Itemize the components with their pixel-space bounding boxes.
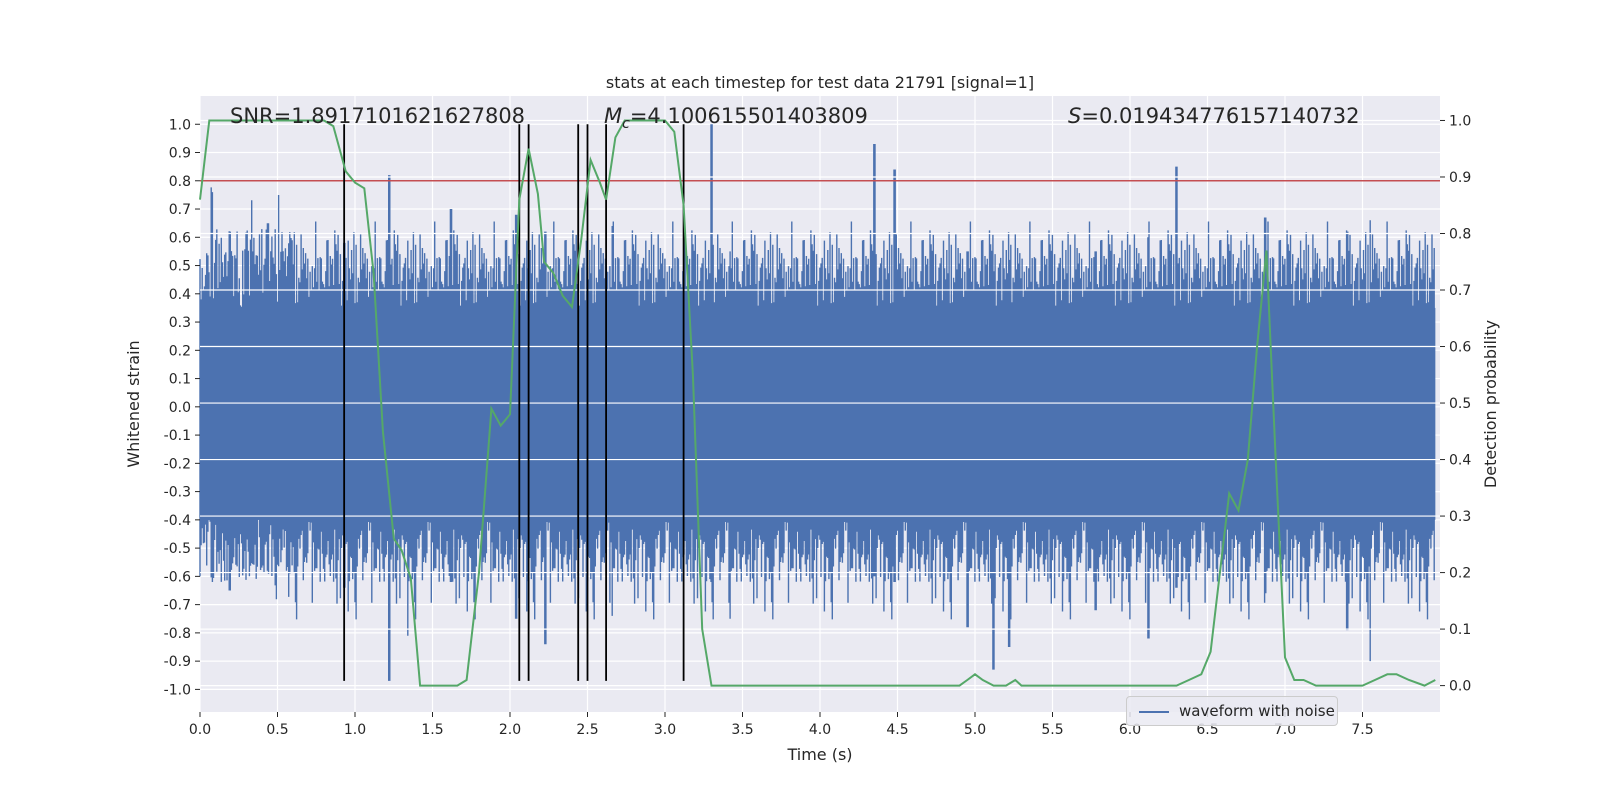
y-left-tick-label: -0.2 bbox=[164, 456, 191, 472]
y-right-tick-label: 0.5 bbox=[1449, 396, 1471, 412]
y-left-tick-label: -0.5 bbox=[164, 541, 191, 557]
y-right-tick-label: 0.1 bbox=[1449, 622, 1471, 638]
x-tick-label: 1.0 bbox=[344, 722, 366, 738]
y-left-tick-label: -0.8 bbox=[164, 626, 191, 642]
y-left-tick-label: 0.7 bbox=[169, 202, 191, 218]
x-tick-label: 4.5 bbox=[886, 722, 908, 738]
x-tick-label: 0.0 bbox=[189, 722, 211, 738]
y-right-tick-label: 0.0 bbox=[1449, 679, 1471, 695]
y-left-tick-label: -0.3 bbox=[164, 485, 191, 501]
y-right-tick-label: 0.6 bbox=[1449, 340, 1471, 356]
y-left-tick-label: 0.2 bbox=[169, 343, 191, 359]
y-axis-left-label: Whitened strain bbox=[124, 340, 143, 467]
x-tick-label: 4.0 bbox=[809, 722, 831, 738]
x-tick-label: 7.0 bbox=[1274, 722, 1296, 738]
y-right-tick-label: 0.4 bbox=[1449, 453, 1471, 469]
x-tick-label: 1.5 bbox=[421, 722, 443, 738]
y-left-tick-label: -0.9 bbox=[164, 654, 191, 670]
y-axis-right-label: Detection probability bbox=[1481, 320, 1500, 488]
waveform-core-band bbox=[200, 307, 1436, 520]
chirp-mass-annotation: Mc=4.100615501403809 bbox=[604, 104, 868, 132]
y-left-tick-label: 1.0 bbox=[169, 117, 191, 133]
y-right-tick-label: 1.0 bbox=[1449, 113, 1471, 129]
y-left-tick-label: -1.0 bbox=[164, 682, 191, 698]
y-right-tick-label: 0.7 bbox=[1449, 283, 1471, 299]
x-tick-label: 6.0 bbox=[1119, 722, 1141, 738]
waveform-series bbox=[199, 124, 1436, 681]
y-left-tick-label: 0.1 bbox=[169, 372, 191, 388]
y-right-tick-label: 0.8 bbox=[1449, 226, 1471, 242]
x-tick-label: 2.0 bbox=[499, 722, 521, 738]
detection-probability-line bbox=[199, 119, 1436, 687]
grid-overlay bbox=[200, 119, 1440, 687]
x-tick-label: 2.5 bbox=[576, 722, 598, 738]
x-tick-label: 3.0 bbox=[654, 722, 676, 738]
y-left-tick-label: -0.7 bbox=[164, 598, 191, 614]
y-left-tick-label: 0.0 bbox=[169, 400, 191, 416]
y-left-tick-label: -0.1 bbox=[164, 428, 191, 444]
x-tick-label: 3.5 bbox=[731, 722, 753, 738]
y-axis-right-ticks: 0.0 0.1 0.2 0.3 0.4 0.5 0.6 0.7 0.8 0.9 1.0 bbox=[1440, 113, 1471, 695]
y-left-tick-label: 0.6 bbox=[169, 230, 191, 246]
x-tick-label: 5.0 bbox=[964, 722, 986, 738]
x-axis-label: Time (s) bbox=[786, 745, 852, 764]
legend: waveform with noise bbox=[1126, 696, 1338, 726]
s-annotation: S=0.019434776157140732 bbox=[1068, 104, 1359, 128]
y-left-tick-label: -0.6 bbox=[164, 569, 191, 585]
snr-annotation: SNR=1.8917101621627808 bbox=[230, 104, 525, 128]
y-right-tick-label: 0.2 bbox=[1449, 566, 1471, 582]
y-left-tick-label: 0.3 bbox=[169, 315, 191, 331]
x-tick-label: 0.5 bbox=[266, 722, 288, 738]
x-tick-label: 5.5 bbox=[1041, 722, 1063, 738]
y-right-tick-label: 0.9 bbox=[1449, 170, 1471, 186]
x-axis-ticks: 0.0 0.5 1.0 1.5 2.0 2.5 3.0 3.5 4.0 4.5 5.0 5.5 6.0 6… bbox=[189, 712, 1374, 738]
y-right-tick-label: 0.3 bbox=[1449, 509, 1471, 525]
y-left-tick-label: 0.5 bbox=[169, 259, 191, 275]
legend-label: waveform with noise bbox=[1179, 702, 1335, 720]
y-left-tick-label: -0.4 bbox=[164, 513, 191, 529]
y-left-tick-label: 0.9 bbox=[169, 146, 191, 162]
legend-line-swatch bbox=[1139, 711, 1169, 713]
x-tick-label: 6.5 bbox=[1196, 722, 1218, 738]
y-left-tick-label: 0.8 bbox=[169, 174, 191, 190]
chart-title: stats at each timestep for test data 217… bbox=[606, 73, 1034, 92]
y-left-tick-label: 0.4 bbox=[169, 287, 191, 303]
x-tick-label: 7.5 bbox=[1351, 722, 1373, 738]
y-axis-left-ticks: -1.0 -0.9 -0.8 -0.7 -0.6 -0.5 -0.4 -0.3 -0.2 -0.1… bbox=[164, 117, 200, 698]
